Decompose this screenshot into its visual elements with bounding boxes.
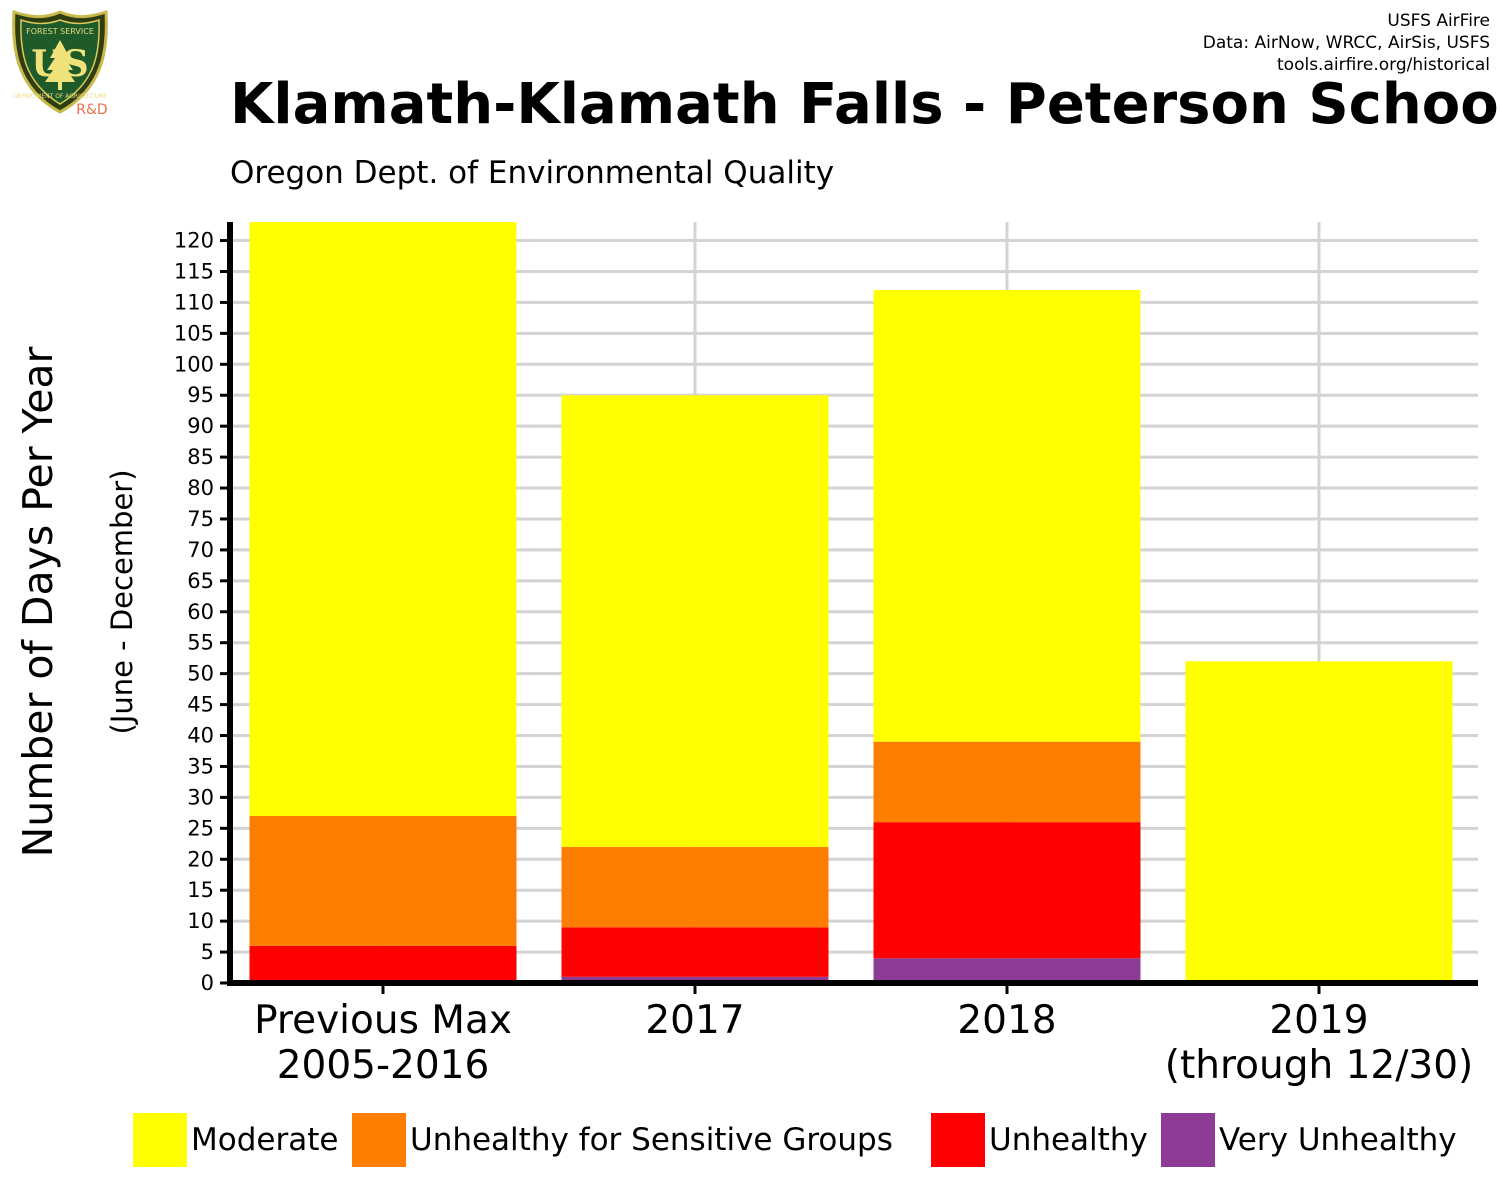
y-tick-label: 95 <box>187 383 214 407</box>
y-tick-label: 65 <box>187 569 214 593</box>
logo-rd-tag: R&D <box>76 102 107 118</box>
forest-service-shield-icon: FOREST SERVICE US DEPARTMENT OF AGRICULT… <box>12 9 108 118</box>
y-tick-labels: 0 5 10 15 20 25 30 35 40 45 50 55 60 65 70 75 80 85 90 95 10… <box>174 229 214 995</box>
y-tick-label: 0 <box>201 971 214 995</box>
bar-segment <box>873 741 1141 823</box>
legend: Moderate Unhealthy for Sensitive Groups Un… <box>0 1112 1500 1172</box>
bars <box>249 222 1453 983</box>
chart-subtitle: Oregon Dept. of Environmental Quality <box>230 155 835 191</box>
y-tick-label: 120 <box>174 229 214 253</box>
x-tick-label-line: 2019 <box>1269 998 1368 1043</box>
credit-line: USFS AirFire <box>1387 11 1490 31</box>
y-tick-label: 20 <box>187 847 214 871</box>
y-axis-label: Number of Days Per Year <box>14 346 62 857</box>
logo-top-text: FOREST SERVICE <box>26 27 94 36</box>
y-tick-label: 90 <box>187 414 214 438</box>
credit-line: Data: AirNow, WRCC, AirSis, USFS <box>1202 33 1490 53</box>
y-tick-label: 40 <box>187 724 214 748</box>
stacked-bar-chart: 0 5 10 15 20 25 30 35 40 45 50 55 60 65 70 75 80 85 90 95 10… <box>14 222 1478 1088</box>
bar-segment <box>561 927 829 977</box>
legend-label: Moderate <box>191 1122 339 1158</box>
y-tick-label: 25 <box>187 816 214 840</box>
y-tick-label: 30 <box>187 785 214 809</box>
logo-bottom-text: DEPARTMENT OF AGRICULTURE <box>13 93 107 100</box>
bar-segment <box>1185 661 1453 983</box>
y-tick-label: 75 <box>187 507 214 531</box>
y-tick-label: 5 <box>201 940 214 964</box>
chart-title: Klamath-Klamath Falls - Peterson School <box>230 72 1500 137</box>
bar-segment <box>561 846 829 928</box>
y-tick-label: 10 <box>187 909 214 933</box>
x-tick-labels: Previous Max 2005-2016 2017 2018 2019 (throug… <box>254 998 1473 1088</box>
x-tick-label: 2017 <box>645 998 744 1043</box>
x-tick-label-line: 2017 <box>645 998 744 1043</box>
y-tick-label: 55 <box>187 631 214 655</box>
y-tick-label: 35 <box>187 754 214 778</box>
y-tick-label: 60 <box>187 600 214 624</box>
y-tick-label: 45 <box>187 693 214 717</box>
legend-label: Unhealthy for Sensitive Groups <box>410 1122 893 1158</box>
legend-label: Very Unhealthy <box>1219 1122 1457 1158</box>
y-tick-label: 70 <box>187 538 214 562</box>
legend-swatch <box>133 1113 187 1167</box>
x-tick-label-line: 2018 <box>957 998 1056 1043</box>
data-credits: USFS AirFire Data: AirNow, WRCC, AirSis,… <box>1203 10 1490 76</box>
bar-segment <box>561 976 829 983</box>
legend-item: Very Unhealthy <box>1161 1112 1457 1168</box>
y-tick-label: 105 <box>174 321 214 345</box>
y-tick-label: 50 <box>187 662 214 686</box>
legend-item: Unhealthy for Sensitive Groups <box>352 1112 893 1168</box>
y-tick-label: 15 <box>187 878 214 902</box>
bar-segment <box>249 945 517 983</box>
y-tick-label: 85 <box>187 445 214 469</box>
credit-line: tools.airfire.org/historical <box>1277 55 1490 75</box>
legend-swatch <box>352 1113 406 1167</box>
legend-item: Unhealthy <box>931 1112 1148 1168</box>
x-tick-label: 2018 <box>957 998 1056 1043</box>
y-tick-label: 115 <box>174 259 214 283</box>
bar-segment <box>249 815 517 946</box>
bar-segment <box>249 222 517 816</box>
legend-label: Unhealthy <box>989 1122 1148 1158</box>
x-tick-label: Previous Max 2005-2016 <box>254 998 512 1088</box>
bar-segment <box>561 395 829 847</box>
bar-segment <box>873 822 1141 959</box>
y-tick-label: 80 <box>187 476 214 500</box>
legend-swatch <box>931 1113 985 1167</box>
y-tick-label: 100 <box>174 352 214 376</box>
bar-segment <box>873 290 1141 742</box>
axes <box>220 222 1478 994</box>
legend-swatch <box>1161 1113 1215 1167</box>
bar-segment <box>873 958 1141 983</box>
x-tick-label-line: 2005-2016 <box>277 1043 490 1088</box>
x-tick-label: 2019 (through 12/30) <box>1165 998 1473 1088</box>
legend-item: Moderate <box>133 1112 338 1168</box>
y-tick-label: 110 <box>174 290 214 314</box>
y-axis-sublabel: (June - December) <box>105 469 139 734</box>
x-tick-label-line: Previous Max <box>254 998 512 1043</box>
x-tick-label-line: (through 12/30) <box>1165 1043 1473 1088</box>
